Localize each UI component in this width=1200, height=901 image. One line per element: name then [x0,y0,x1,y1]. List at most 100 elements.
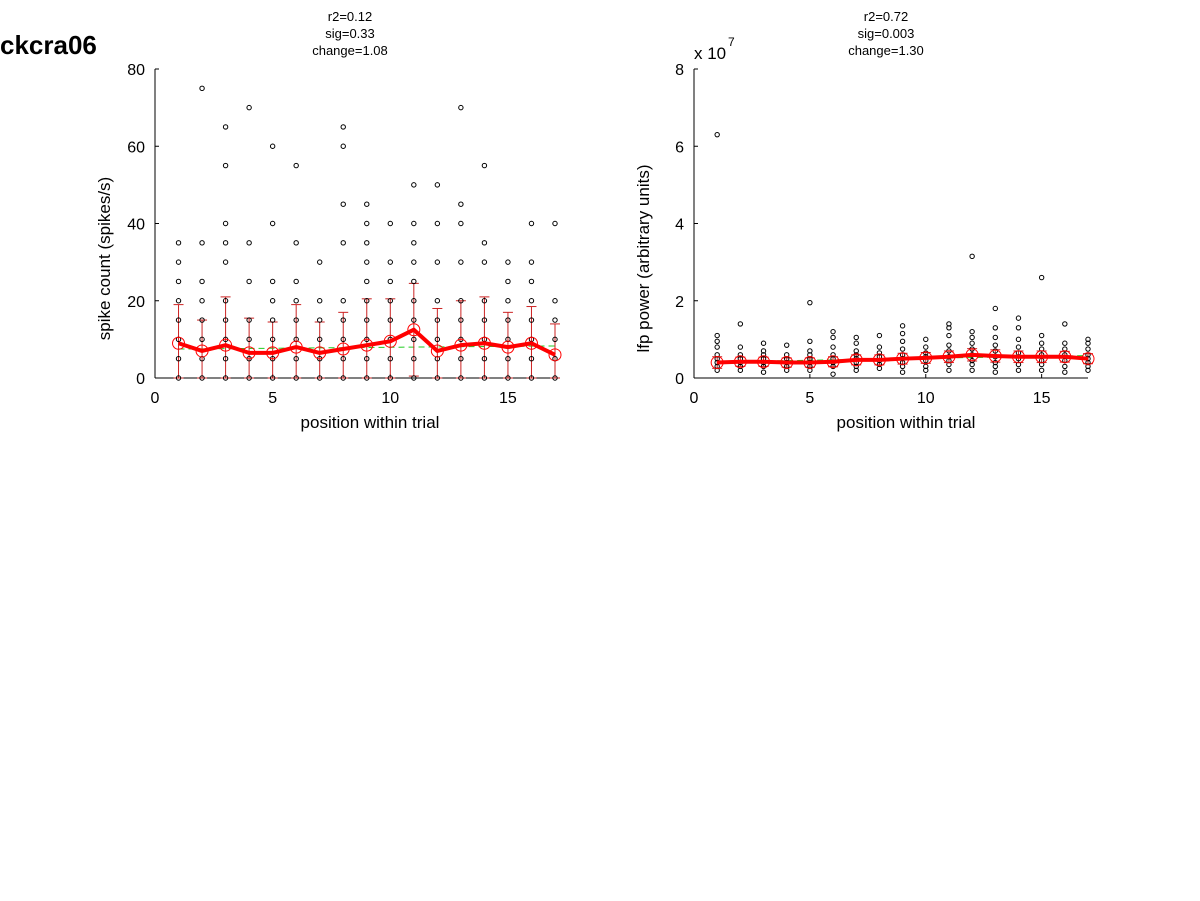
y-tick-label: 40 [127,217,145,234]
data-point [760,363,767,370]
data-point [737,344,744,350]
data-point [714,338,720,345]
data-point [434,336,441,343]
data-point [552,220,558,227]
y-tick-label: 20 [127,294,145,311]
data-point [364,240,370,246]
mean-marker [942,350,956,364]
data-point [222,240,229,246]
mean-marker [919,351,933,365]
data-point [969,340,975,346]
data-point [992,369,998,375]
data-point [222,162,229,169]
data-point [222,259,229,265]
data-point [434,298,441,304]
data-point [1062,369,1068,375]
data-point [175,259,182,265]
data-point [458,375,464,381]
data-point [458,201,464,207]
data-point [199,375,205,381]
data-point [458,259,464,265]
data-point [1085,367,1091,373]
data-point [923,344,929,350]
data-point [222,220,229,227]
data-point [269,298,276,304]
data-point [807,299,813,306]
data-point [481,317,488,323]
data-point [246,278,252,285]
data-point [481,240,488,246]
y-tick-label: 6 [675,139,684,156]
data-point [411,182,417,188]
data-point [528,375,535,381]
data-point [411,375,417,381]
data-point [364,298,370,304]
mean-marker [733,355,747,369]
chart-title-line: change=1.08 [312,43,388,58]
data-point [784,342,790,348]
x-axis-label: position within trial [301,413,440,432]
data-point [364,355,370,362]
y-axis-label: spike count (spikes/s) [95,177,114,340]
data-point [946,321,952,327]
data-point [387,278,393,285]
mean-line [717,352,1089,365]
mean-marker [1081,352,1095,366]
chart-title-line: r2=0.12 [328,9,372,24]
mean-marker [336,342,350,356]
data-point [505,278,511,285]
data-point [222,298,229,304]
data-point [199,240,205,246]
data-point [1015,315,1022,321]
data-point [246,375,252,381]
data-point [293,240,299,246]
data-point [317,259,323,265]
data-point [528,355,535,362]
data-point [552,375,558,381]
data-point [853,352,859,358]
mean-marker [524,336,538,350]
data-point [387,259,393,265]
data-point [853,363,859,370]
data-point [175,240,182,246]
data-point [992,334,998,341]
data-point [269,220,276,227]
y-tick-label: 8 [675,62,684,79]
data-point [293,317,299,323]
data-point [969,367,975,373]
data-point [969,334,975,341]
mean-marker [710,356,724,370]
y-tick-label: 0 [675,371,684,388]
data-point [411,355,417,362]
data-point [505,317,511,323]
data-point [899,369,906,375]
data-point [992,342,998,348]
data-point [364,201,370,207]
data-point [246,336,252,343]
data-point [923,350,929,356]
data-point [175,355,182,362]
data-point [340,336,346,343]
data-point [269,143,276,149]
data-point [1062,321,1068,327]
data-point [853,367,859,373]
data-point [340,317,346,323]
data-point [992,348,998,354]
data-point [364,375,370,381]
data-point [411,278,417,285]
data-point [481,259,488,265]
data-point [387,355,393,362]
mean-marker [1035,350,1049,364]
chart-panel-1: 0 5 10 15 0 20 40 60 80 position within trial spik… [95,9,562,432]
data-point [830,334,836,341]
data-point [269,375,276,381]
data-point [853,334,859,341]
data-point [946,367,952,373]
mean-line [177,327,556,357]
data-point [340,375,346,381]
data-point [714,344,720,350]
data-point [364,259,370,265]
data-point [830,371,836,377]
axis-multiplier: x 10 [694,44,726,63]
data-point [411,240,417,246]
